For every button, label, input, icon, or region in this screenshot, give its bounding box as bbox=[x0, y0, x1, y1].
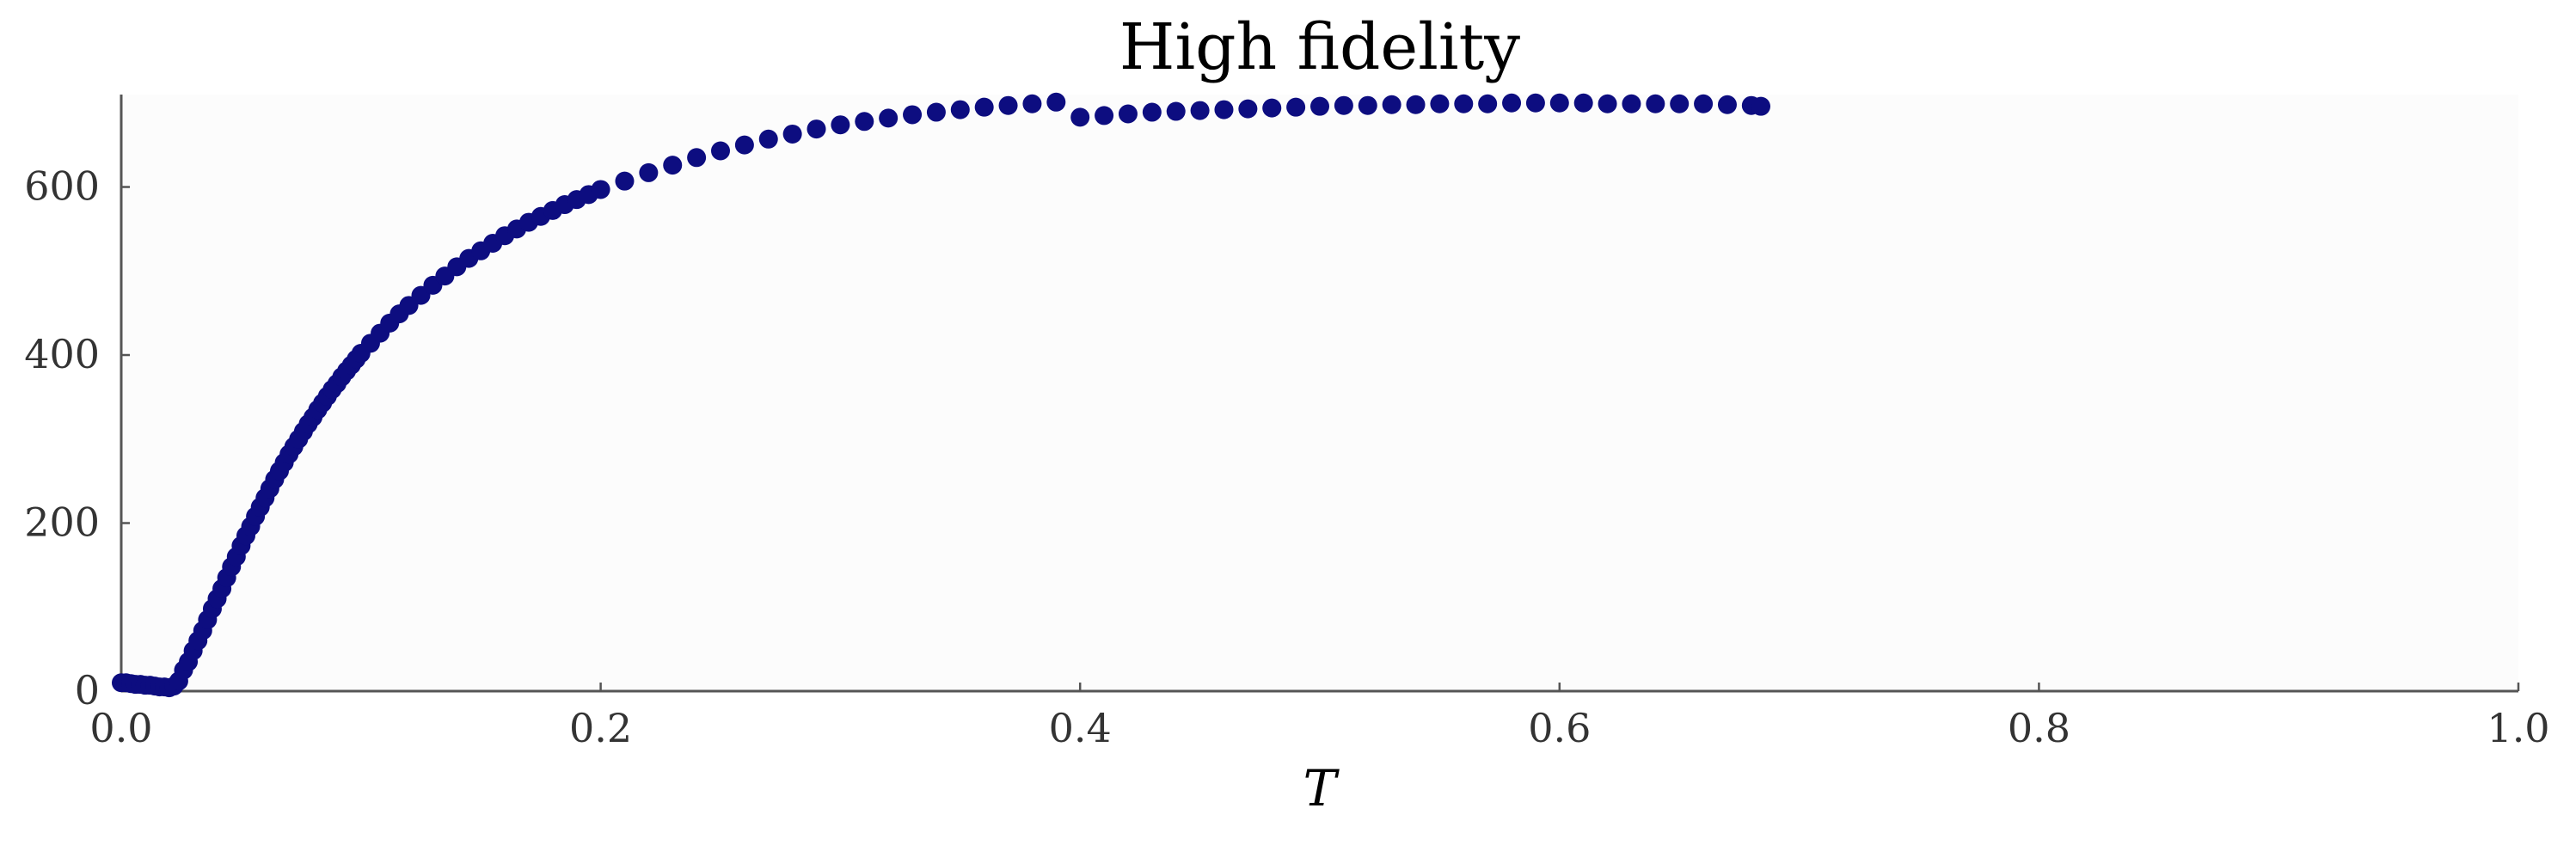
data-point bbox=[734, 135, 754, 155]
data-point bbox=[1022, 94, 1042, 113]
data-point bbox=[807, 119, 826, 139]
axes: 0.0 0.2 0.4 0.6 0.8 1.0 0 200 400 600 bbox=[24, 95, 2550, 751]
y-tick-label: 400 bbox=[24, 331, 100, 377]
data-point bbox=[974, 97, 994, 117]
data-point bbox=[1095, 106, 1114, 126]
plot-area-background bbox=[121, 95, 2518, 691]
x-tick-label: 0.0 bbox=[89, 705, 152, 751]
data-point bbox=[663, 156, 683, 175]
y-tick-label: 200 bbox=[24, 499, 100, 546]
data-point bbox=[1573, 93, 1593, 113]
x-tick-label: 0.2 bbox=[569, 705, 632, 751]
data-point bbox=[1238, 99, 1258, 119]
data-point bbox=[1478, 94, 1498, 113]
data-point bbox=[903, 105, 923, 125]
data-point bbox=[1166, 101, 1186, 121]
y-tick-label: 600 bbox=[24, 163, 100, 210]
data-point bbox=[615, 171, 635, 191]
data-point bbox=[1717, 95, 1737, 114]
data-point bbox=[1430, 94, 1450, 113]
data-point bbox=[1454, 94, 1474, 113]
data-point bbox=[782, 124, 802, 144]
y-tick-label: 0 bbox=[75, 667, 100, 713]
data-point bbox=[591, 180, 610, 199]
data-point bbox=[1382, 95, 1401, 114]
chart-title: High fidelity bbox=[1119, 10, 1520, 84]
data-point bbox=[758, 129, 778, 149]
data-point bbox=[1190, 101, 1210, 120]
data-point bbox=[1751, 96, 1770, 116]
x-tick-label: 0.6 bbox=[1528, 705, 1591, 751]
data-point bbox=[950, 100, 970, 119]
data-point bbox=[1694, 94, 1714, 113]
data-point bbox=[1502, 93, 1522, 113]
x-axis-label: T bbox=[1303, 759, 1340, 817]
data-point bbox=[998, 95, 1018, 115]
data-point bbox=[1118, 104, 1138, 124]
x-tick-label: 0.4 bbox=[1049, 705, 1112, 751]
data-point bbox=[1046, 92, 1066, 112]
data-points bbox=[112, 92, 1770, 698]
data-point bbox=[1310, 96, 1329, 116]
data-point bbox=[855, 112, 874, 132]
x-tick-label: 0.8 bbox=[2008, 705, 2070, 751]
data-point bbox=[831, 115, 850, 135]
data-point bbox=[1262, 98, 1282, 118]
data-point bbox=[1622, 94, 1641, 113]
data-point bbox=[711, 141, 730, 161]
data-point bbox=[1646, 94, 1665, 113]
data-point bbox=[1358, 95, 1377, 115]
data-point bbox=[687, 148, 707, 168]
data-point bbox=[1142, 102, 1162, 122]
data-point bbox=[1214, 100, 1234, 119]
data-point bbox=[879, 108, 899, 128]
data-point bbox=[1598, 94, 1617, 113]
data-point bbox=[1670, 94, 1690, 113]
data-point bbox=[1549, 93, 1569, 113]
data-point bbox=[1286, 97, 1306, 117]
data-point bbox=[1334, 95, 1353, 115]
x-tick-label: 1.0 bbox=[2487, 705, 2549, 751]
data-point bbox=[1070, 107, 1090, 127]
data-point bbox=[639, 162, 659, 182]
data-point bbox=[1406, 95, 1426, 114]
data-point bbox=[1525, 93, 1545, 113]
data-point bbox=[926, 102, 946, 122]
